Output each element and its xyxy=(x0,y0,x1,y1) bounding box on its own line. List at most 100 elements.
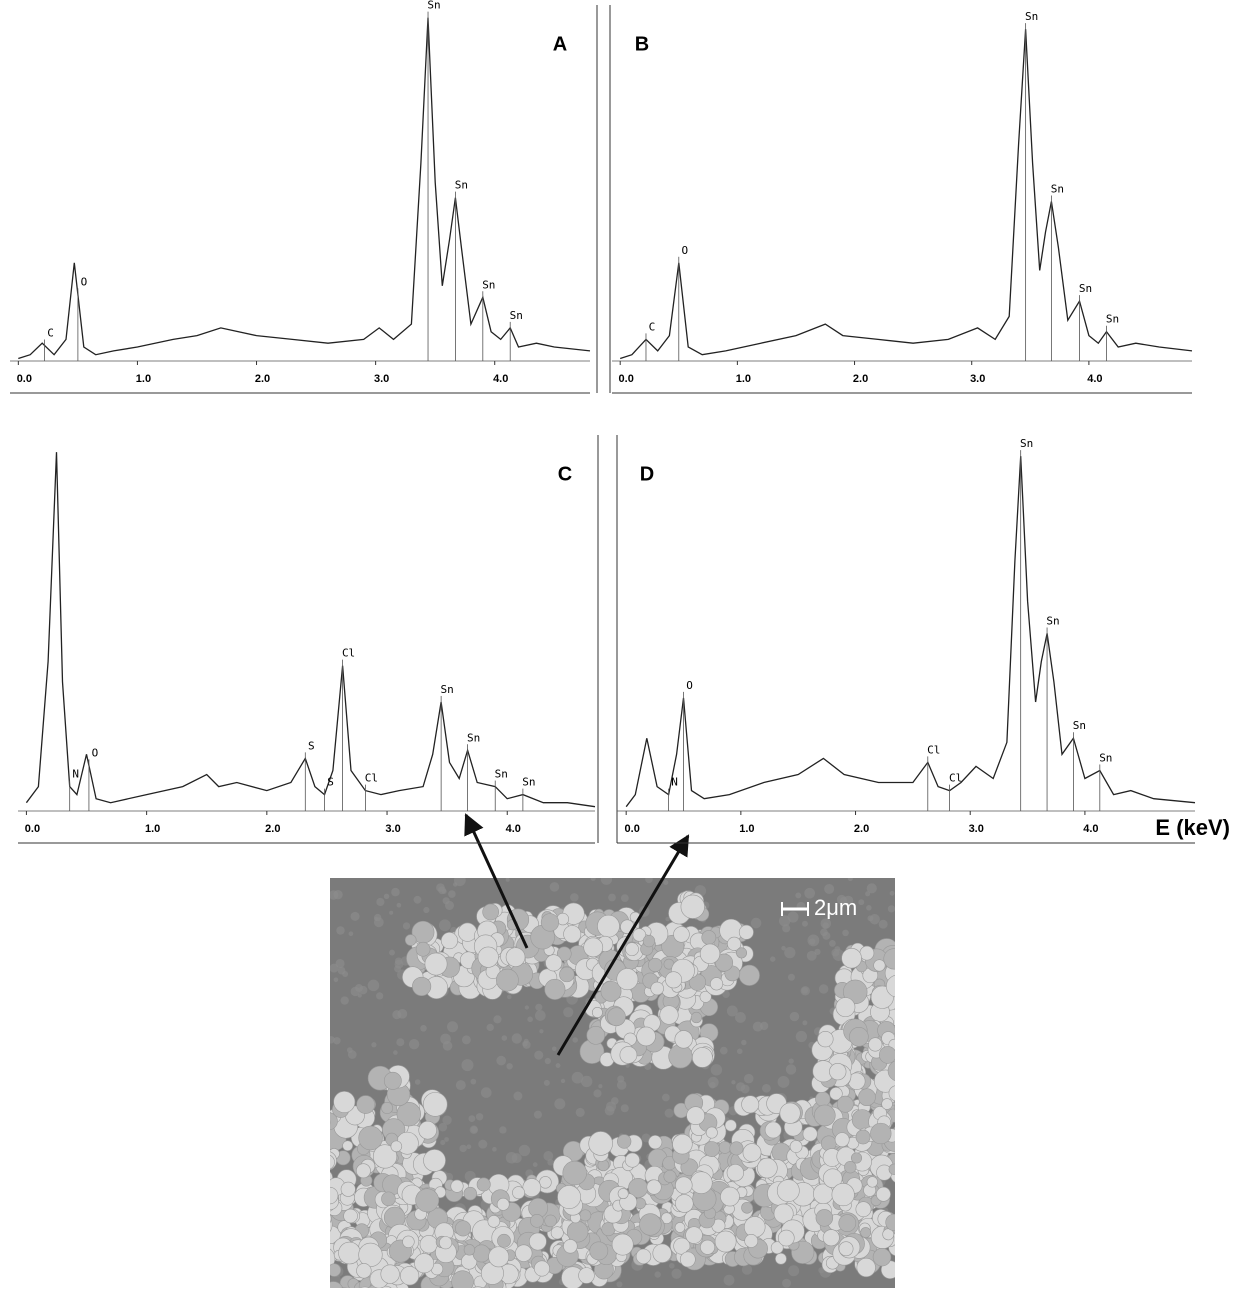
sem-texture xyxy=(601,874,612,885)
sem-particle xyxy=(888,1060,909,1081)
sem-texture xyxy=(819,984,828,993)
x-tick-label: 3.0 xyxy=(385,823,400,835)
sem-texture xyxy=(447,1021,458,1032)
sem-particle xyxy=(856,1202,871,1217)
sem-texture xyxy=(552,1046,556,1050)
sem-particle xyxy=(648,1135,662,1149)
sem-particle xyxy=(312,1227,329,1244)
sem-texture xyxy=(471,1126,478,1133)
sem-particle xyxy=(530,1214,543,1227)
sem-texture xyxy=(744,1074,754,1084)
sem-texture xyxy=(468,1115,475,1122)
sem-particle xyxy=(400,1266,419,1285)
sem-texture xyxy=(443,1041,453,1051)
sem-particle xyxy=(665,972,681,988)
sem-particle xyxy=(452,1271,474,1291)
peak-label: Sn xyxy=(1106,313,1119,326)
scale-bar-label: 2μm xyxy=(814,895,857,920)
sem-particle xyxy=(314,1108,331,1125)
sem-particle xyxy=(889,1085,905,1101)
sem-particle xyxy=(529,1233,546,1250)
sem-particle xyxy=(563,1239,577,1253)
sem-texture xyxy=(563,1007,573,1017)
sem-particle xyxy=(311,1209,330,1228)
sem-texture xyxy=(795,893,801,899)
sem-texture xyxy=(709,1082,716,1089)
sem-texture xyxy=(570,893,579,902)
sem-particle xyxy=(691,1012,702,1023)
sem-particle xyxy=(639,1214,661,1236)
peak-label: Cl xyxy=(927,743,940,756)
sem-particle xyxy=(590,1242,608,1260)
sem-particle xyxy=(359,1243,383,1267)
sem-particle xyxy=(414,1254,433,1273)
peak-label: O xyxy=(681,244,688,257)
sem-particle xyxy=(790,1140,802,1152)
peak-label: Sn xyxy=(510,309,523,322)
sem-particle xyxy=(512,1187,524,1199)
sem-texture xyxy=(461,1059,473,1071)
sem-texture xyxy=(829,940,836,947)
sem-particle xyxy=(477,1178,490,1191)
sem-texture xyxy=(822,922,828,928)
sem-particle xyxy=(309,1213,332,1236)
sem-particle xyxy=(674,927,690,943)
sem-particle xyxy=(803,1127,817,1141)
sem-texture xyxy=(621,894,629,902)
sem-particle xyxy=(416,1189,439,1212)
x-tick-label: 1.0 xyxy=(736,373,751,385)
sem-particle xyxy=(545,1215,557,1227)
sem-particle xyxy=(876,1187,890,1201)
peak-label: Sn xyxy=(482,278,495,291)
sem-texture xyxy=(605,1106,615,1116)
sem-texture xyxy=(751,918,762,929)
sem-particle xyxy=(680,1252,695,1267)
sem-texture xyxy=(621,1104,629,1112)
sem-texture xyxy=(762,1084,771,1093)
sem-particle xyxy=(860,946,874,960)
sem-particle xyxy=(580,1210,591,1221)
sem-texture xyxy=(802,921,808,927)
sem-texture xyxy=(391,888,400,897)
sem-particle xyxy=(320,1155,335,1170)
sem-texture xyxy=(341,996,349,1004)
panel-label: C xyxy=(558,463,572,485)
x-tick-label: 3.0 xyxy=(969,823,984,835)
peak-label: Sn xyxy=(522,776,535,789)
peak-label: Sn xyxy=(441,683,454,696)
sem-particle xyxy=(497,1234,510,1247)
sem-particle xyxy=(675,1031,693,1049)
sem-particle xyxy=(405,935,416,946)
sem-particle xyxy=(381,1265,400,1284)
sem-particle xyxy=(357,1263,372,1278)
sem-texture xyxy=(663,880,668,885)
sem-texture xyxy=(506,878,510,882)
sem-texture xyxy=(333,890,342,899)
sem-texture xyxy=(481,1087,492,1098)
x-tick-label: 4.0 xyxy=(1087,373,1102,385)
sem-particle xyxy=(617,968,638,989)
sem-particle xyxy=(651,982,664,995)
sem-particle xyxy=(839,1242,853,1256)
sem-texture xyxy=(506,1063,512,1069)
sem-texture xyxy=(581,1076,592,1087)
sem-texture xyxy=(824,884,834,894)
sem-texture xyxy=(395,957,402,964)
sem-texture xyxy=(459,1145,466,1152)
sem-texture xyxy=(389,950,395,956)
sem-texture xyxy=(496,1056,506,1066)
sem-texture xyxy=(389,911,393,915)
sem-texture xyxy=(550,882,560,892)
sem-texture xyxy=(519,1145,530,1156)
sem-particle xyxy=(546,955,562,971)
sem-particle xyxy=(736,948,746,958)
sem-texture xyxy=(414,896,422,904)
sem-particle xyxy=(710,978,722,990)
spectrum xyxy=(18,18,590,359)
peak-label: C xyxy=(649,320,656,333)
peak-label: O xyxy=(81,275,88,288)
sem-texture xyxy=(415,1079,420,1084)
sem-texture xyxy=(393,1050,398,1055)
sem-texture xyxy=(720,1047,728,1055)
sem-texture xyxy=(443,897,450,904)
